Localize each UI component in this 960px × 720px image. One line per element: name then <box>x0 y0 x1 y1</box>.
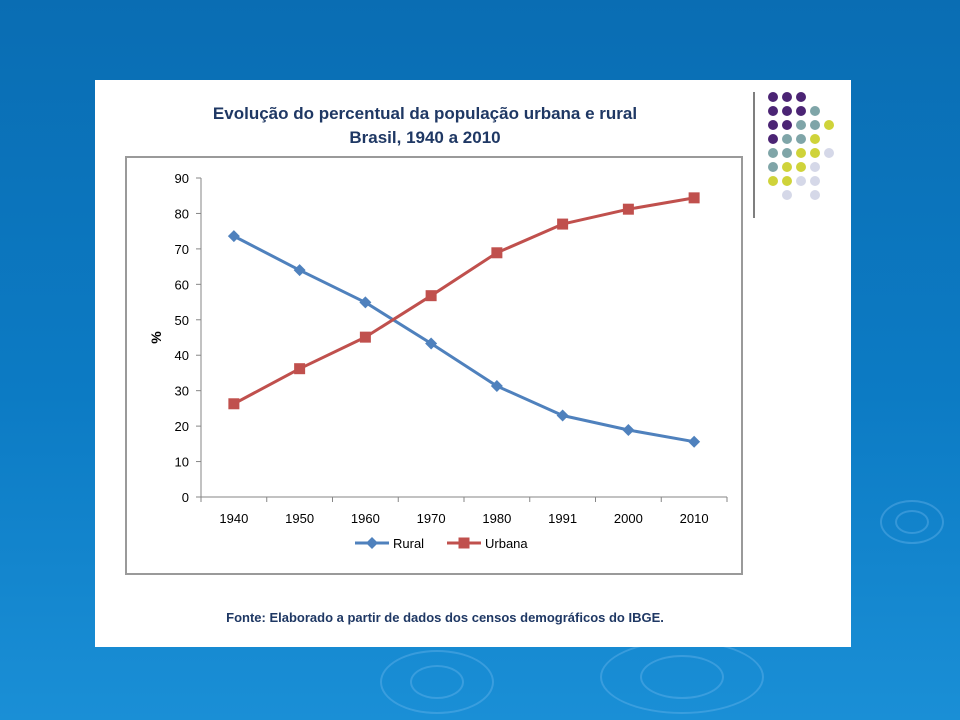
decorative-dot <box>810 176 820 186</box>
x-tick-label: 1970 <box>417 511 446 526</box>
decorative-dot <box>782 106 792 116</box>
data-point-rural <box>227 230 240 243</box>
y-tick-label: 70 <box>175 242 189 257</box>
legend-label-rural: Rural <box>393 536 424 551</box>
decorative-dot <box>768 120 778 130</box>
decorative-dot <box>796 162 806 172</box>
data-point-rural <box>293 264 306 277</box>
decorative-dot <box>796 106 806 116</box>
data-point-rural <box>425 337 438 350</box>
slide-panel: Evolução do percentual da população urba… <box>95 80 851 647</box>
data-point-rural <box>622 424 635 437</box>
title-line-2: Brasil, 1940 a 2010 <box>349 128 501 147</box>
data-point-rural <box>359 296 372 309</box>
data-point-urbana <box>688 192 700 204</box>
chart-title: Evolução do percentual da população urba… <box>95 102 755 150</box>
decorative-dot <box>768 106 778 116</box>
legend-label-urbana: Urbana <box>485 536 528 551</box>
decorative-dot <box>796 134 806 144</box>
x-tick-label: 1940 <box>219 511 248 526</box>
legend-marker-rural <box>366 537 378 549</box>
decorative-dot <box>768 148 778 158</box>
decorative-divider <box>753 92 755 218</box>
decorative-dot <box>796 148 806 158</box>
decorative-dot <box>810 120 820 130</box>
chart-frame: 0 10 20 30 40 50 60 70 80 90 1940 1950 1960 1970 1980 1… <box>125 156 743 575</box>
decorative-dot <box>796 92 806 102</box>
series-line-urbana <box>233 196 695 406</box>
x-tick-label: 1960 <box>351 511 380 526</box>
data-point-urbana <box>557 218 569 230</box>
y-tick-label: 10 <box>175 455 189 470</box>
x-tick-label: 1950 <box>285 511 314 526</box>
data-point-urbana <box>294 363 306 375</box>
line-chart: 0 10 20 30 40 50 60 70 80 90 1940 1950 1960 1970 1980 1… <box>148 171 728 551</box>
data-point-urbana <box>425 290 437 302</box>
x-tick-label: 1980 <box>482 511 511 526</box>
data-point-urbana <box>622 203 634 215</box>
data-point-rural <box>688 435 701 448</box>
x-tick-label: 1991 <box>548 511 577 526</box>
decorative-dot <box>782 92 792 102</box>
y-tick-label: 40 <box>175 348 189 363</box>
decorative-dot <box>782 162 792 172</box>
y-tick-label: 80 <box>175 206 189 221</box>
title-line-1: Evolução do percentual da população urba… <box>212 104 638 123</box>
decorative-dot <box>782 190 792 200</box>
decorative-dot <box>768 176 778 186</box>
y-tick-label: 60 <box>175 277 189 292</box>
decorative-dot <box>782 120 792 130</box>
decorative-dot <box>810 162 820 172</box>
decorative-dot <box>768 162 778 172</box>
decorative-dot <box>810 148 820 158</box>
data-point-urbana <box>359 331 371 343</box>
source-note: Fonte: Elaborado a partir de dados dos c… <box>226 610 664 625</box>
y-axis-label: % <box>148 331 164 344</box>
decorative-dot <box>824 120 834 130</box>
decorative-dot <box>768 134 778 144</box>
y-tick-label: 0 <box>182 490 189 505</box>
decorative-dot <box>824 148 834 158</box>
y-tick-label: 90 <box>175 171 189 186</box>
legend-marker-urbana <box>458 537 470 549</box>
data-point-urbana <box>491 247 503 259</box>
decorative-dot <box>796 120 806 130</box>
decorative-dot <box>782 176 792 186</box>
y-tick-label: 20 <box>175 419 189 434</box>
x-tick-label: 2010 <box>680 511 709 526</box>
data-point-rural <box>490 380 503 393</box>
y-tick-label: 30 <box>175 384 189 399</box>
decorative-dot <box>796 176 806 186</box>
decorative-dot <box>810 134 820 144</box>
y-tick-label: 50 <box>175 313 189 328</box>
decorative-dot <box>782 148 792 158</box>
decorative-dot <box>782 134 792 144</box>
decorative-dot <box>810 106 820 116</box>
decorative-dot <box>768 92 778 102</box>
series-line-rural <box>233 234 695 444</box>
data-point-urbana <box>228 398 240 410</box>
x-tick-label: 2000 <box>614 511 643 526</box>
data-point-rural <box>556 409 569 422</box>
decorative-dot <box>810 190 820 200</box>
